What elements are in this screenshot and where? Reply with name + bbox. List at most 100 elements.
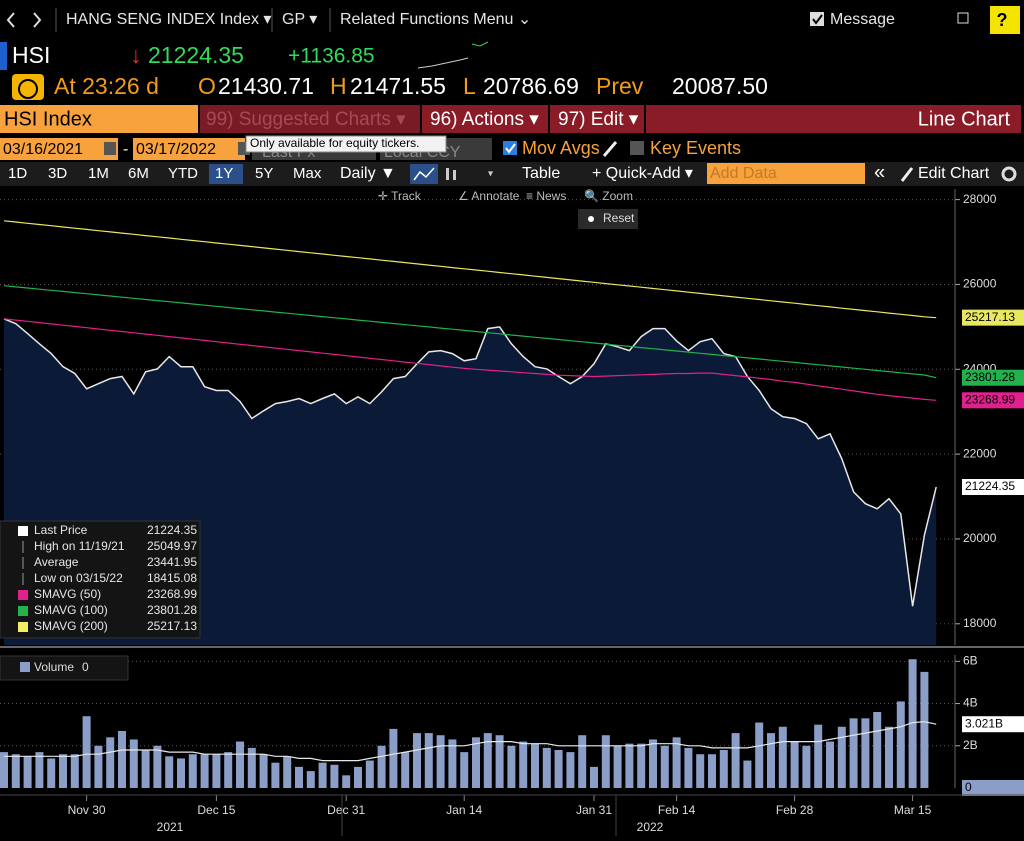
reset-button[interactable] (578, 209, 638, 229)
chart-tool[interactable]: ✛ Track (378, 189, 422, 203)
suggested-charts[interactable] (200, 105, 420, 133)
volume-bar (271, 762, 280, 788)
actions-menu[interactable] (422, 105, 548, 133)
volume-bar (0, 752, 8, 788)
message-icon[interactable] (810, 12, 824, 26)
volume-bar (696, 754, 705, 788)
ticker: HSI (12, 42, 50, 68)
legend-label: High on 11/19/21 (34, 539, 125, 553)
volume-bar (731, 733, 740, 788)
value-tag (962, 479, 1024, 496)
open-value: 21430.71 (218, 73, 314, 99)
forward-button[interactable] (33, 12, 42, 28)
period-button[interactable]: YTD (168, 165, 198, 182)
prev-label: Prev (596, 73, 644, 99)
line-chart-button[interactable] (410, 164, 438, 184)
volume-bar (554, 750, 563, 788)
period-button[interactable]: 1D (8, 165, 27, 182)
chart-type-bar (646, 105, 1021, 133)
legend-value: 23441.95 (147, 555, 197, 569)
period-button[interactable]: 6M (128, 165, 149, 182)
volume-bar (790, 741, 799, 788)
more-button[interactable]: ▾ (488, 169, 493, 180)
prev-value: 20087.50 (672, 73, 768, 99)
volume-bar (401, 752, 410, 788)
period-button[interactable]: Max (293, 165, 322, 182)
volume-bar (94, 745, 103, 788)
legend-value: 25217.13 (147, 619, 197, 633)
frequency-select[interactable]: Daily ▼ (340, 165, 396, 182)
help-button[interactable] (990, 6, 1020, 34)
settings-gear[interactable] (1001, 166, 1017, 182)
message-button[interactable]: Message (830, 11, 895, 28)
reset-glyph (588, 216, 594, 222)
volume-bar (365, 760, 374, 788)
volume-bar (11, 754, 20, 788)
moving-average-line (3, 318, 937, 401)
value-tag (962, 309, 1024, 326)
mov-avgs-checkbox[interactable] (503, 141, 517, 155)
volume-bar (802, 745, 811, 788)
table-button[interactable]: Table (522, 165, 560, 182)
date-dash: - (123, 141, 128, 158)
window-icon[interactable] (957, 12, 969, 24)
volume-bar (566, 752, 575, 788)
function-menu[interactable]: GP ▾ (282, 11, 317, 28)
bar-chart-button[interactable] (446, 168, 449, 180)
chart-tool[interactable]: 🔍 Zoom (584, 188, 633, 203)
volume-bar (519, 741, 528, 788)
add-data-placeholder: Add Data (710, 165, 777, 182)
line-chart-glyph (413, 167, 435, 181)
sparkline (417, 57, 469, 69)
volume-bar (861, 718, 870, 788)
value-tag-label: 21224.35 (965, 479, 1015, 493)
volume-bar (306, 771, 315, 788)
legend-box (0, 520, 201, 639)
end-date[interactable] (133, 138, 245, 160)
moving-average-line (3, 285, 937, 379)
volume-bar (436, 735, 445, 788)
open-label: O (198, 73, 216, 99)
legend-swatch (18, 590, 28, 600)
chart-tool[interactable]: ≡ News (526, 189, 566, 203)
volume-bar (389, 728, 398, 788)
x-tick-label: Feb 28 (776, 803, 814, 817)
start-date[interactable] (0, 138, 118, 160)
volume-bar (507, 745, 516, 788)
volume-bar (82, 716, 91, 788)
back-button[interactable] (6, 12, 15, 28)
volume-bar (708, 754, 716, 788)
value-tag (962, 780, 1024, 796)
calendar-icon[interactable] (104, 142, 116, 155)
volume-bar (259, 754, 268, 788)
related-menu[interactable]: Related Functions Menu ⌄ (340, 11, 531, 28)
edit-chart-button[interactable]: Edit Chart (918, 165, 990, 182)
volume-bar (236, 741, 244, 788)
volume-bar (448, 739, 457, 788)
collapse-button[interactable]: « (874, 161, 885, 183)
quick-add-button[interactable]: + Quick-Add ▾ (592, 165, 693, 182)
pencil-icon[interactable] (602, 141, 618, 157)
key-events-checkbox[interactable] (630, 141, 644, 155)
volume-bar (649, 739, 657, 788)
volume-bar (767, 733, 775, 788)
period-button[interactable]: 5Y (255, 165, 273, 182)
legend-value: 23801.28 (147, 603, 197, 617)
add-data-input[interactable] (707, 163, 865, 184)
legend-label: SMAVG (50) (34, 587, 101, 601)
y-tick-label: 26000 (963, 277, 997, 291)
period-button[interactable]: 1Y (215, 165, 233, 182)
high-label: H (330, 73, 347, 99)
volume-bar (625, 743, 634, 788)
volume-bar (224, 752, 233, 788)
tooltip-text: Only available for equity tickers. (250, 136, 419, 150)
legend-swatch (18, 622, 28, 632)
security-menu[interactable]: HANG SENG INDEX Index ▾ (66, 11, 271, 28)
volume-bar (177, 758, 185, 788)
period-button[interactable]: 1M (88, 165, 109, 182)
quote-time: At 23:26 d (54, 73, 159, 99)
security-field[interactable] (0, 105, 198, 133)
chart-tool[interactable]: ∠ Annotate (458, 189, 520, 203)
period-button[interactable]: 3D (48, 165, 67, 182)
edit-menu[interactable] (550, 105, 644, 133)
